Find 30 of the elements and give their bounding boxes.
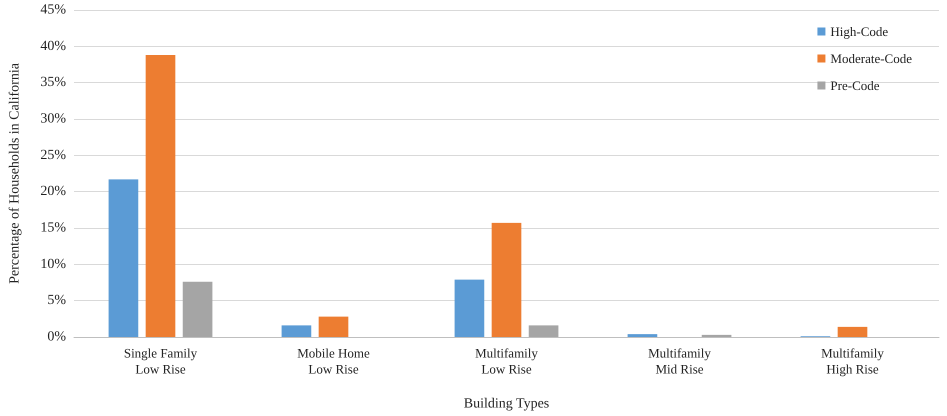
x-tick-label: Multifamily Low Rise	[475, 346, 538, 376]
y-tick-label: 10%	[40, 256, 66, 272]
y-tick-label: 20%	[40, 184, 66, 200]
y-tick-label: 0%	[47, 330, 66, 344]
bar	[318, 316, 348, 337]
y-axis-title: Percentage of Households in California	[8, 62, 22, 284]
bar	[108, 179, 138, 337]
bar	[528, 325, 558, 337]
legend-label: Moderate-Code	[830, 51, 912, 66]
y-tick-label: 45%	[40, 2, 66, 18]
bar	[628, 334, 658, 337]
x-tick-label: Single Family Low Rise	[124, 346, 198, 376]
x-tick-label: Multifamily Mid Rise	[648, 346, 712, 376]
bar	[146, 55, 176, 337]
bar	[492, 222, 522, 337]
x-tick-label: Multifamily High Rise	[821, 346, 884, 376]
y-tick-label: 15%	[40, 220, 66, 236]
y-tick-label: 5%	[47, 293, 66, 308]
bar	[282, 325, 312, 337]
y-tick-label: 40%	[40, 38, 66, 54]
bar	[838, 326, 868, 337]
y-tick-label: 25%	[40, 148, 66, 163]
bar	[182, 282, 212, 337]
x-axis-title: Building Types	[464, 396, 550, 412]
bar	[454, 280, 484, 337]
x-tick-label: Mobile Home Low Rise	[297, 346, 370, 376]
legend-label: High-Code	[830, 24, 888, 39]
legend-label: Pre-Code	[830, 78, 880, 93]
y-tick-label: 30%	[40, 112, 66, 126]
y-tick-label: 35%	[40, 75, 66, 90]
